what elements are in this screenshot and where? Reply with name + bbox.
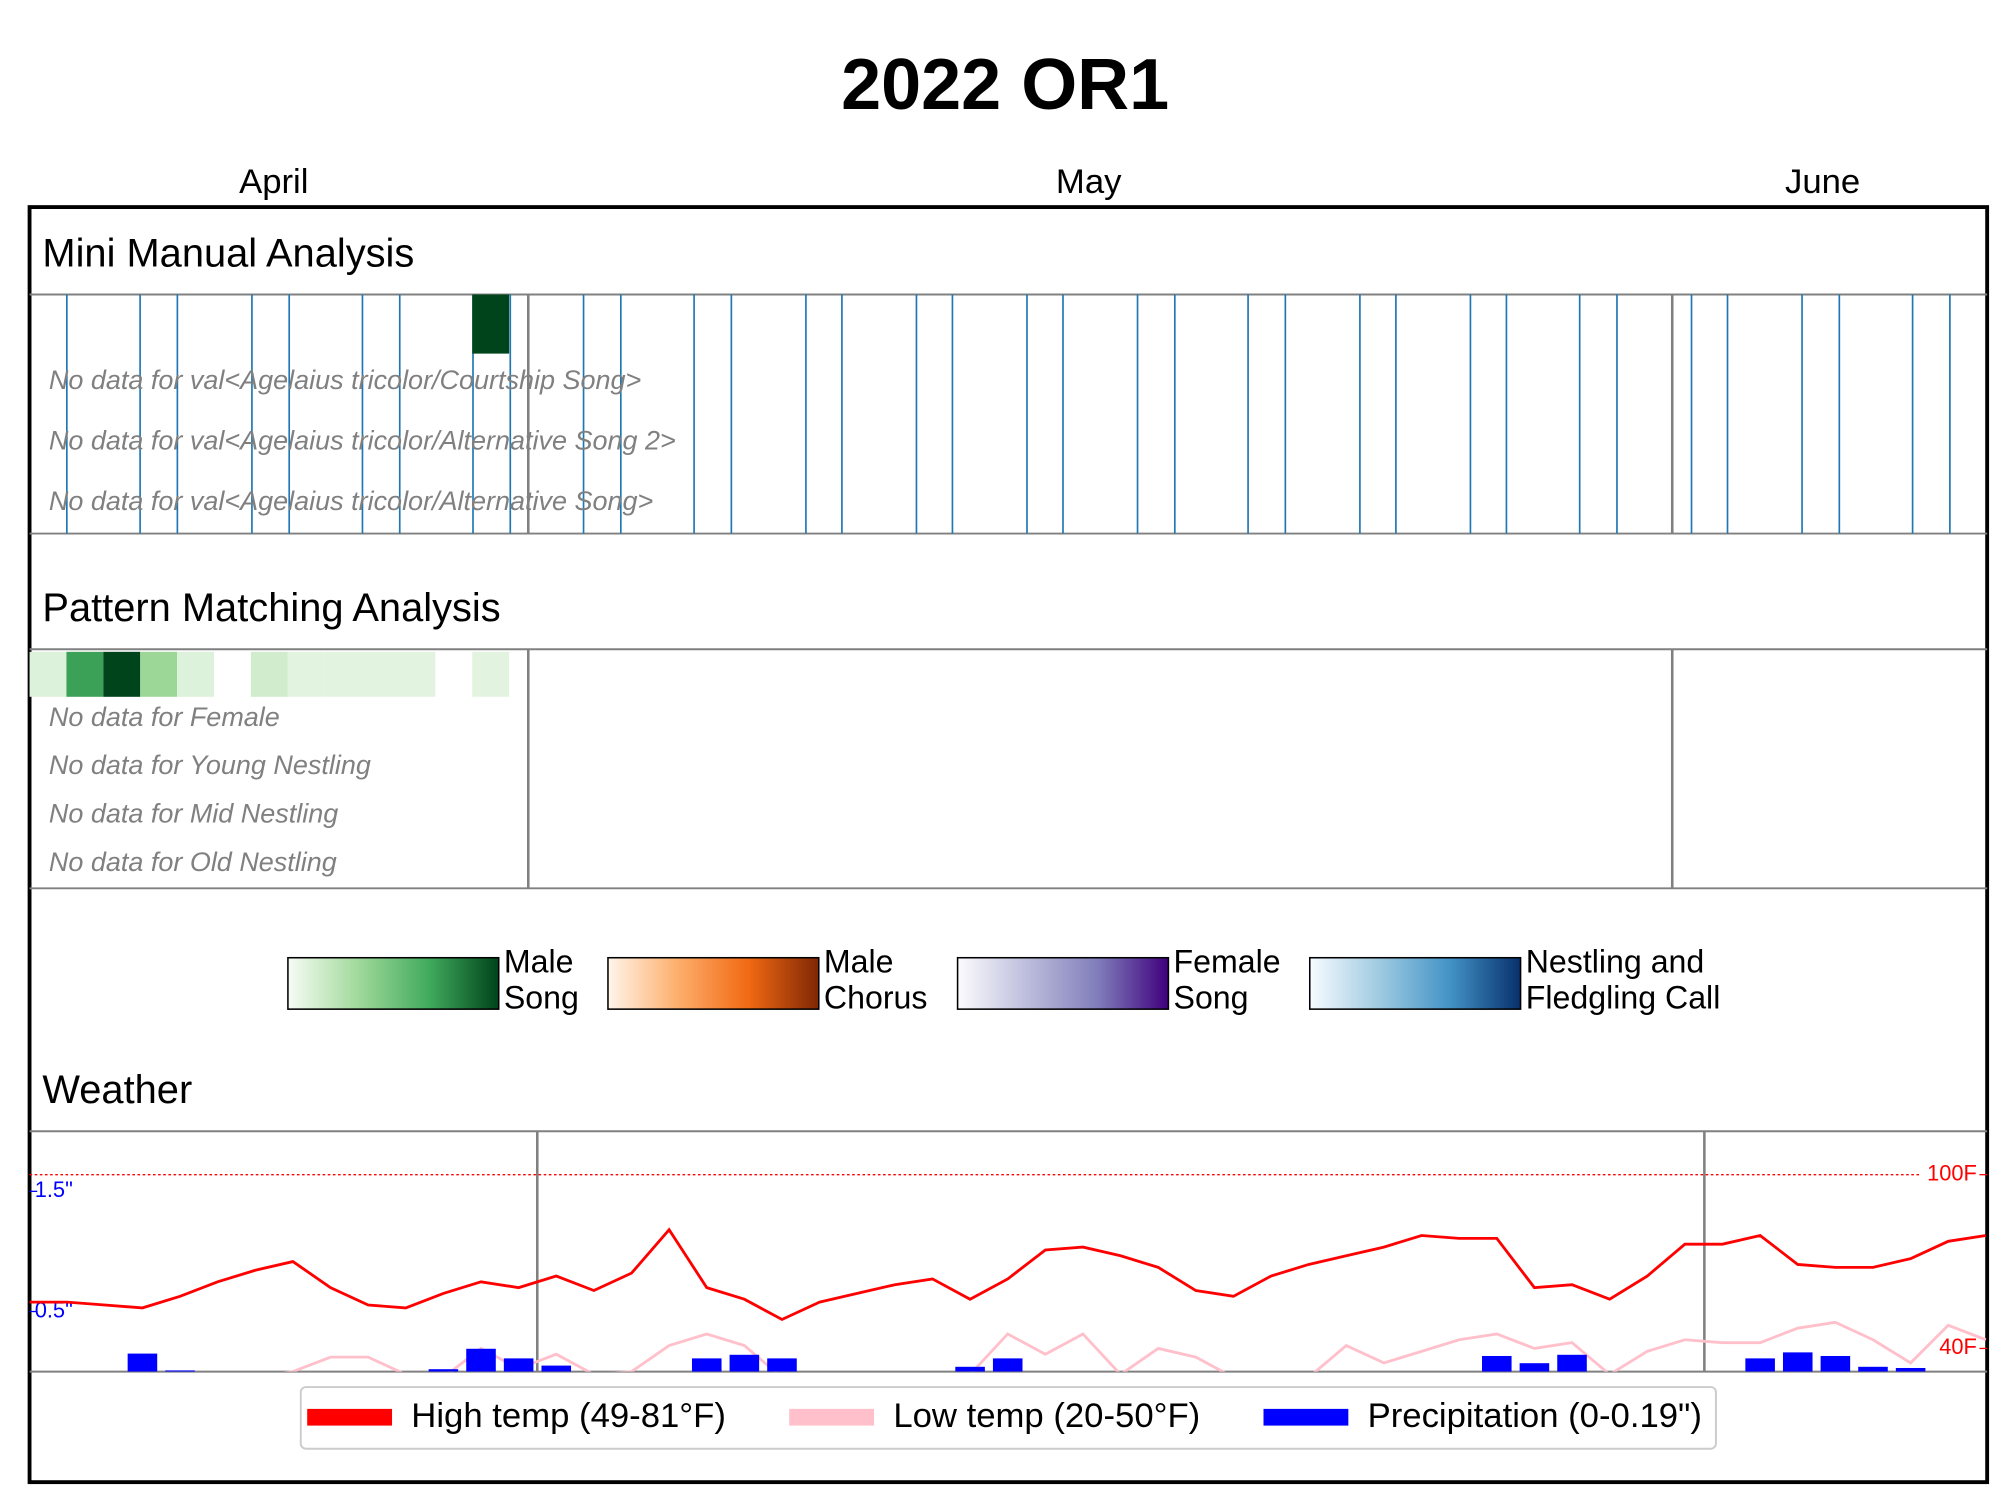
precip-bar: [503, 1358, 534, 1372]
colorbar-label: Female: [1174, 944, 1281, 980]
precip-bar: [691, 1358, 722, 1372]
section-title: Pattern Matching Analysis: [42, 586, 500, 630]
colorbar-label: Nestling and: [1526, 944, 1705, 980]
no-data-note: No data for val<Agelaius tricolor/Altern…: [49, 486, 654, 516]
precip-bar: [1519, 1363, 1550, 1372]
legend-swatch: [307, 1408, 393, 1426]
no-data-note: No data for Old Nestling: [49, 847, 337, 877]
heat-cell: [103, 651, 141, 697]
y-tick-label: 40F: [1939, 1334, 1977, 1359]
no-data-note: No data for Mid Nestling: [49, 799, 338, 829]
colorbar: [956, 956, 1170, 1010]
precip-bar: [428, 1369, 459, 1372]
colorbar-label: Male: [504, 944, 574, 980]
heat-cell: [398, 651, 436, 697]
precip-bar: [165, 1370, 195, 1372]
legend-swatch: [789, 1408, 875, 1426]
month-label: April: [239, 163, 308, 201]
heat-cell: [472, 651, 510, 697]
precip-bar: [1745, 1358, 1775, 1372]
heat-cell: [287, 651, 325, 697]
precip-bar: [1820, 1355, 1851, 1372]
heat-cell: [472, 294, 510, 354]
legend-swatch: [1263, 1408, 1349, 1426]
precip-bar: [1895, 1368, 1926, 1372]
colorbar: [607, 956, 820, 1010]
colorbar-label: Song: [1174, 980, 1249, 1016]
precip-bar: [1782, 1352, 1813, 1372]
precip-bar: [767, 1358, 797, 1372]
heat-cell: [361, 651, 399, 697]
precip-bar: [1482, 1355, 1512, 1372]
heat-cell: [66, 651, 104, 697]
precip-bar: [1858, 1366, 1888, 1372]
month-label: May: [1056, 163, 1122, 201]
colorbar: [287, 956, 500, 1010]
legend-label: High temp (49-81°F): [411, 1397, 726, 1435]
figure-title: 2022 OR1: [841, 45, 1169, 125]
precip-bar: [955, 1366, 985, 1372]
colorbar: [1308, 956, 1522, 1010]
plot-area: [29, 1227, 1987, 1372]
colorbar-label: Male: [824, 944, 894, 980]
y-tick-label: 100F: [1927, 1160, 1977, 1185]
panel-borders: [29, 293, 1988, 1373]
precip-bar: [127, 1353, 158, 1372]
y2-tick-label: 1.5": [35, 1177, 73, 1202]
no-data-note: No data for Female: [49, 702, 280, 732]
heat-cell: [140, 651, 178, 697]
legend-label: Precipitation (0-0.19"): [1368, 1397, 1702, 1435]
no-data-note: No data for val<Agelaius tricolor/Courts…: [49, 365, 641, 395]
section-title: Weather: [42, 1068, 192, 1112]
no-data-note: No data for val<Agelaius tricolor/Altern…: [49, 425, 676, 455]
precip-bar: [729, 1354, 760, 1372]
colorbar-label: Song: [504, 980, 579, 1016]
colorbar-label: Fledgling Call: [1526, 980, 1721, 1016]
section-title: Mini Manual Analysis: [42, 231, 414, 275]
month-label: June: [1785, 163, 1860, 201]
temp-line: [29, 1227, 1987, 1322]
colorbar-label: Chorus: [824, 980, 928, 1016]
heat-cell: [250, 651, 288, 697]
precip-bar: [992, 1358, 1023, 1372]
precip-bar: [466, 1348, 496, 1372]
heat-cell: [324, 651, 362, 697]
legend-label: Low temp (20-50°F): [893, 1397, 1200, 1435]
frame: [27, 205, 1990, 1485]
precip-bar: [1557, 1354, 1587, 1372]
no-data-note: No data for Young Nestling: [49, 750, 371, 780]
temp-line: [283, 1320, 1987, 1372]
legend-box: [299, 1386, 1717, 1450]
heat-cell: [177, 651, 215, 697]
precip-bar: [541, 1365, 572, 1372]
heat-cell: [29, 651, 67, 697]
